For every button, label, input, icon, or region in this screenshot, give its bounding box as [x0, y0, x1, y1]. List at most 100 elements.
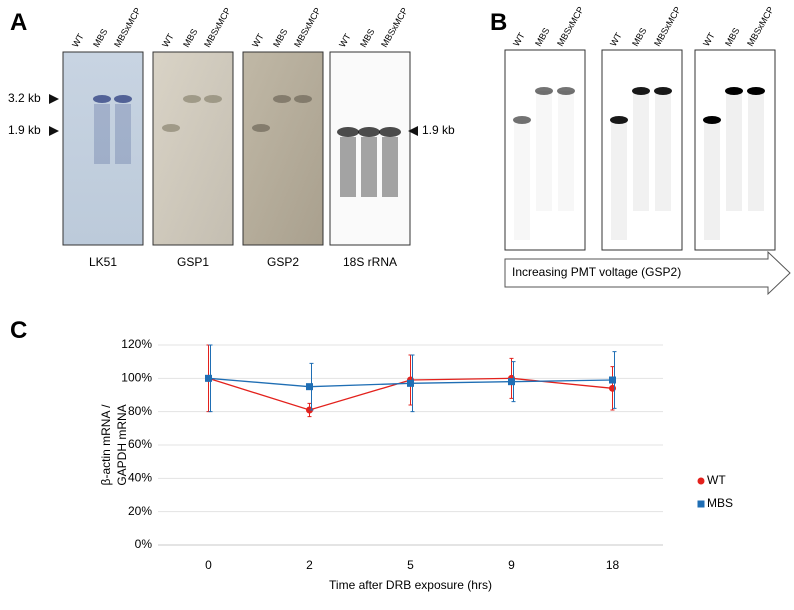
legend-marker — [697, 500, 705, 508]
band — [273, 95, 291, 103]
band — [379, 127, 401, 137]
band — [535, 87, 553, 95]
lane-label: WT — [701, 30, 717, 48]
panel-label: C — [10, 317, 27, 344]
smear — [361, 137, 377, 197]
band — [252, 124, 270, 132]
x-tick-label: 0 — [205, 558, 212, 572]
lane-label: MBS — [630, 26, 648, 48]
blot — [694, 49, 776, 251]
lane-label: WT — [250, 31, 266, 49]
smear — [633, 91, 649, 211]
arrowhead — [49, 126, 59, 136]
lane-label: MBS — [271, 27, 289, 49]
blot — [329, 51, 411, 246]
band — [654, 87, 672, 95]
band — [703, 116, 721, 124]
point — [609, 376, 616, 384]
legend-marker — [697, 477, 705, 485]
panel-label: B — [490, 9, 507, 36]
band — [358, 127, 380, 137]
x-tick-label: 5 — [407, 558, 414, 572]
lane-label: MBS — [181, 27, 199, 49]
lane-label: MBS — [723, 26, 741, 48]
smear — [748, 91, 764, 211]
y-tick-label: 60% — [128, 437, 152, 451]
arrowhead — [49, 94, 59, 104]
band — [337, 127, 359, 137]
y-tick-label: 40% — [128, 471, 152, 485]
x-tick-label: 9 — [508, 558, 515, 572]
blot-label: GSP2 — [267, 255, 299, 269]
y-axis-label: GAPDH mRNA — [115, 404, 129, 485]
smear — [514, 120, 530, 240]
band — [162, 124, 180, 132]
blot — [152, 51, 234, 246]
legend-label: MBS — [707, 496, 733, 510]
size-marker: 3.2 kb — [8, 91, 41, 105]
x-tick-label: 18 — [606, 558, 620, 572]
point — [407, 379, 414, 387]
point — [306, 383, 313, 391]
y-tick-label: 0% — [135, 537, 153, 551]
band — [294, 95, 312, 103]
lane-label: WT — [337, 31, 353, 49]
chart: 0% 20% 40% 60% 80% 100% 120% 0 2 5 9 18 Time after D… — [99, 337, 733, 592]
smear — [340, 137, 356, 197]
blot-label: 18S rRNA — [343, 255, 397, 269]
lane-label: MBS — [533, 26, 551, 48]
lane-label: WT — [608, 30, 624, 48]
smear — [726, 91, 742, 211]
smear — [536, 91, 552, 211]
blot-label: GSP1 — [177, 255, 209, 269]
band — [183, 95, 201, 103]
band — [114, 95, 132, 103]
arrowhead — [408, 126, 418, 136]
lane-label: MBSxMCP — [555, 5, 586, 48]
band — [557, 87, 575, 95]
arrow — [504, 250, 791, 296]
legend-label: WT — [707, 473, 726, 487]
x-axis-label: Time after DRB exposure (hrs) — [329, 578, 492, 592]
blot — [242, 51, 324, 246]
smear — [704, 120, 720, 240]
blot — [62, 51, 144, 246]
size-marker: 1.9 kb — [8, 123, 41, 137]
lane-label: MBSxMCP — [202, 6, 233, 49]
smear — [382, 137, 398, 197]
lane-label: WT — [160, 31, 176, 49]
x-tick-label: 2 — [306, 558, 313, 572]
y-tick-label: 20% — [128, 504, 152, 518]
lane-label: MBS — [358, 27, 376, 49]
point — [205, 374, 212, 382]
smear — [611, 120, 627, 240]
lane-label: WT — [511, 30, 527, 48]
lane-label: MBSxMCP — [745, 5, 776, 48]
y-tick-label: 120% — [121, 337, 152, 351]
smear — [94, 104, 110, 164]
lane-label: MBSxMCP — [292, 6, 323, 49]
blot — [601, 49, 683, 251]
panel-label: A — [10, 9, 27, 36]
y-tick-label: 100% — [121, 371, 152, 385]
blot — [504, 49, 586, 251]
band — [93, 95, 111, 103]
band — [610, 116, 628, 124]
size-marker: 1.9 kb — [422, 123, 455, 137]
point — [508, 378, 515, 386]
lane-label: MBS — [91, 27, 109, 49]
band — [747, 87, 765, 95]
y-axis-label: β-actin mRNA / — [99, 404, 113, 486]
lane-label: MBSxMCP — [112, 6, 143, 49]
band — [204, 95, 222, 103]
band — [513, 116, 531, 124]
lane-label: WT — [70, 31, 86, 49]
smear — [115, 104, 131, 164]
smear — [655, 91, 671, 211]
arrow-label: Increasing PMT voltage (GSP2) — [512, 265, 681, 279]
lane-label: MBSxMCP — [652, 5, 683, 48]
band — [725, 87, 743, 95]
blot-label: LK51 — [89, 255, 117, 269]
